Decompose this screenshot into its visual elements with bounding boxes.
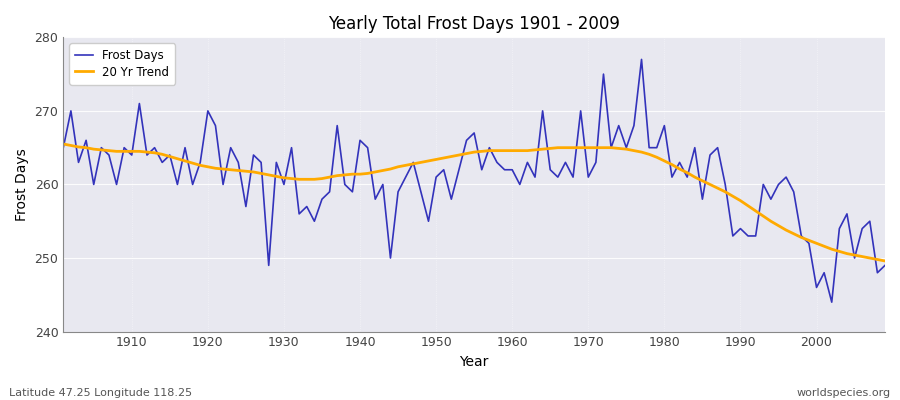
20 Yr Trend [286,176,297,181]
Frost Days [332,123,343,128]
Title: Yearly Total Frost Days 1901 - 2009: Yearly Total Frost Days 1901 - 2009 [328,15,620,33]
Frost Days [286,145,297,150]
Text: Latitude 47.25 Longitude 118.25: Latitude 47.25 Longitude 118.25 [9,388,192,398]
Frost Days [636,57,647,62]
Frost Days [58,145,68,150]
Legend: Frost Days, 20 Yr Trend: Frost Days, 20 Yr Trend [69,43,176,84]
Frost Days [119,145,130,150]
Frost Days [598,72,609,76]
20 Yr Trend [500,148,510,153]
Line: Frost Days: Frost Days [63,60,885,302]
20 Yr Trend [879,258,890,263]
20 Yr Trend [332,173,343,178]
20 Yr Trend [58,142,68,146]
Line: 20 Yr Trend: 20 Yr Trend [63,144,885,261]
Frost Days [826,300,837,304]
20 Yr Trend [598,145,609,150]
Frost Days [507,167,517,172]
20 Yr Trend [507,148,517,153]
Frost Days [500,167,510,172]
X-axis label: Year: Year [460,355,489,369]
Y-axis label: Frost Days: Frost Days [15,148,29,221]
Frost Days [879,263,890,268]
20 Yr Trend [119,149,130,154]
Text: worldspecies.org: worldspecies.org [796,388,891,398]
